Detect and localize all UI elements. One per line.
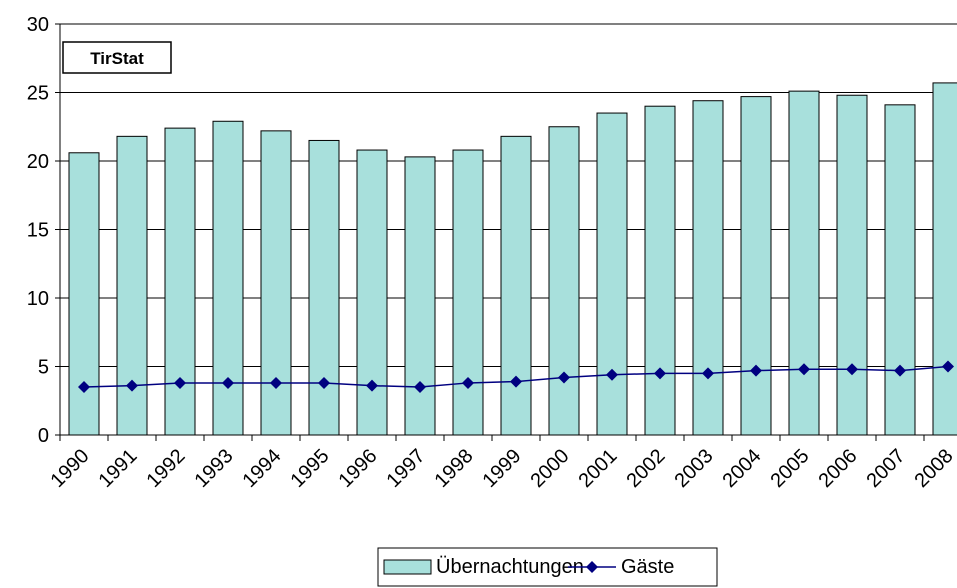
line-point — [174, 376, 186, 389]
x-tick-label: 1994 — [239, 445, 286, 492]
y-tick-label: 0 — [38, 425, 49, 447]
line-point — [222, 376, 234, 389]
y-tick-label: 20 — [27, 151, 49, 173]
x-tick-label: 1998 — [431, 445, 478, 492]
line-point — [558, 371, 570, 384]
bar — [452, 149, 484, 436]
chart-badge: TirStat — [62, 41, 172, 74]
bar — [356, 149, 388, 436]
x-tick-label: 1996 — [335, 445, 382, 492]
bar — [404, 156, 436, 436]
bar — [164, 127, 196, 436]
bar — [308, 139, 340, 436]
line-point — [750, 364, 762, 377]
x-tick-label: 1992 — [143, 445, 190, 492]
x-tick-label: 1999 — [479, 445, 526, 492]
legend-swatch-marker — [586, 561, 598, 573]
line-point — [654, 367, 666, 380]
x-tick-label: 2004 — [719, 445, 766, 492]
y-axis-labels: 0 5 10 15 20 25 30 — [27, 14, 49, 447]
x-tick-label: 2008 — [911, 445, 957, 492]
y-tick-label: 15 — [27, 220, 49, 242]
line-point — [270, 376, 282, 389]
x-tick-label: 2000 — [527, 445, 574, 492]
line-point — [894, 364, 906, 377]
bar — [644, 105, 676, 436]
line-point — [510, 375, 522, 388]
bar — [260, 130, 292, 436]
legend-label-line: Gäste — [621, 556, 674, 578]
x-tick-label: 2003 — [671, 445, 718, 492]
bar — [500, 135, 532, 436]
bar — [932, 82, 957, 436]
line-point — [414, 381, 426, 394]
x-tick-label: 2001 — [575, 445, 622, 492]
line-point — [78, 381, 90, 394]
bar — [548, 126, 580, 436]
line-point — [462, 376, 474, 389]
line-point — [702, 367, 714, 380]
chart-badge-text: TirStat — [90, 49, 144, 68]
legend: Übernachtungen Gäste — [377, 547, 718, 587]
bar — [740, 96, 772, 436]
x-tick-label: 1993 — [191, 445, 238, 492]
axes — [55, 23, 957, 441]
legend-label-bars: Übernachtungen — [436, 556, 584, 578]
line-point — [366, 379, 378, 392]
x-tick-label: 1997 — [383, 445, 430, 492]
y-tick-label: 25 — [27, 83, 49, 105]
line-point — [126, 379, 138, 392]
y-tick-label: 30 — [27, 14, 49, 36]
y-tick-label: 5 — [38, 357, 49, 379]
legend-box — [377, 547, 718, 587]
x-axis-labels: 1990 1991 1992 1993 1994 1995 1996 1997 1998 1999… — [47, 445, 957, 492]
line-series — [78, 360, 954, 394]
bar — [836, 94, 868, 436]
x-tick-label: 2002 — [623, 445, 670, 492]
bar — [692, 100, 724, 436]
bar — [596, 112, 628, 436]
bar — [884, 104, 916, 436]
line-point — [846, 363, 858, 376]
x-tick-label: 1991 — [95, 445, 142, 492]
line-point — [606, 368, 618, 381]
x-tick-label: 2007 — [863, 445, 910, 492]
legend-swatch-bars — [383, 559, 432, 575]
x-tick-label: 2005 — [767, 445, 814, 492]
bar — [788, 90, 820, 436]
y-tick-label: 10 — [27, 288, 49, 310]
x-tick-label: 1990 — [47, 445, 94, 492]
x-tick-label: 1995 — [287, 445, 334, 492]
x-tick-label: 2006 — [815, 445, 862, 492]
line-point — [798, 363, 810, 376]
line-point — [318, 376, 330, 389]
line-point — [942, 360, 954, 373]
